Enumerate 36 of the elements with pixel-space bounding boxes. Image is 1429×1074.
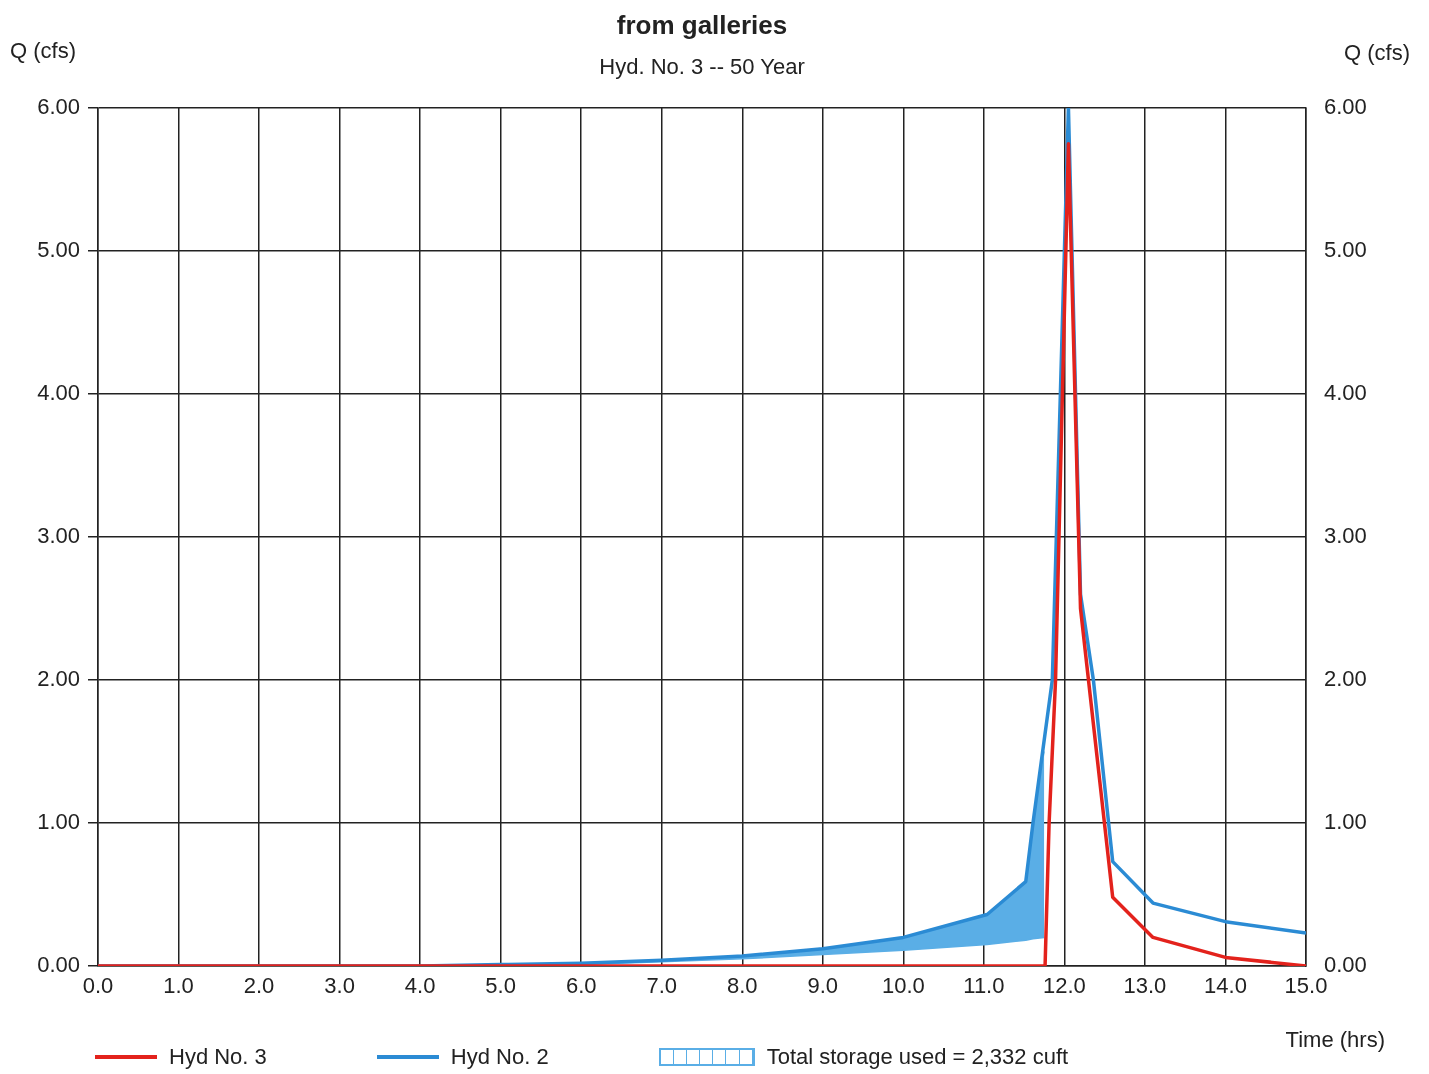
x-tick-label: 11.0	[963, 973, 1005, 999]
x-tick-label: 13.0	[1123, 973, 1167, 999]
y2-tick-label: 2.00	[1324, 666, 1367, 692]
legend-label: Hyd No. 3	[169, 1044, 267, 1070]
y-tick-label: 1.00	[37, 809, 80, 835]
x-tick-label: 4.0	[404, 973, 436, 999]
y-tick-label: 3.00	[37, 523, 80, 549]
y-tick-label: 5.00	[37, 237, 80, 263]
y-tick-label: 6.00	[37, 94, 80, 120]
y2-tick-label: 6.00	[1324, 94, 1367, 120]
x-tick-label: 7.0	[646, 973, 678, 999]
x-tick-label: 14.0	[1204, 973, 1247, 999]
y2-tick-label: 1.00	[1324, 809, 1367, 835]
x-tick-label: 0.0	[82, 973, 114, 999]
legend-label: Hyd No. 2	[450, 1044, 549, 1070]
x-tick-label: 3.0	[324, 973, 355, 999]
x-tick-label: 9.0	[807, 973, 839, 999]
y-tick-label: 4.00	[37, 380, 80, 406]
chart-subtitle: Hyd. No. 3 -- 50 Year	[599, 54, 805, 79]
y2-tick-label: 3.00	[1324, 523, 1367, 549]
x-tick-label: 10.0	[881, 973, 925, 999]
chart-title: from galleries	[616, 10, 788, 40]
x-tick-label: 6.0	[565, 973, 597, 999]
x-tick-label: 2.0	[243, 973, 275, 999]
y-axis-title: Q (cfs)	[10, 38, 76, 63]
x-tick-label: 8.0	[726, 973, 758, 999]
x-tick-label: 1.0	[163, 973, 194, 999]
y2-tick-label: 5.00	[1324, 237, 1367, 263]
x-tick-label: 5.0	[485, 973, 516, 999]
legend-label: Total storage used = 2,332 cuft	[766, 1044, 1069, 1070]
y-tick-label: 0.00	[37, 952, 80, 978]
y2-tick-label: 4.00	[1324, 380, 1367, 406]
y-tick-label: 2.00	[37, 666, 80, 692]
x-axis-title: Time (hrs)	[1285, 1027, 1385, 1052]
x-tick-label: 12.0	[1042, 973, 1086, 999]
y2-axis-title: Q (cfs)	[1344, 40, 1410, 65]
